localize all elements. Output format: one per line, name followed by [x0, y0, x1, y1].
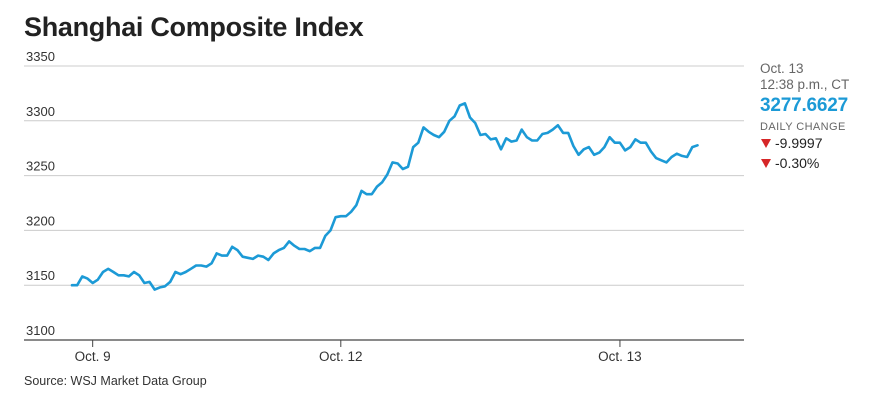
change-percent: -0.30%: [775, 155, 820, 171]
down-triangle-icon: [761, 158, 771, 168]
change-points: -9.9997: [775, 135, 823, 151]
index-line-series: [70, 102, 699, 291]
down-triangle-icon: [761, 138, 771, 148]
y-tick-label: 3100: [26, 323, 55, 338]
y-tick-label: 3200: [26, 213, 55, 228]
y-tick-label: 3250: [26, 159, 55, 174]
quote-time: 12:38 p.m., CT: [760, 77, 850, 92]
y-tick-label: 3300: [26, 104, 55, 119]
y-tick-label: 3150: [26, 268, 55, 283]
change-points-row: -9.9997: [760, 133, 880, 153]
quote-value: 3277.6627: [760, 95, 849, 116]
x-tick-label: Oct. 12: [319, 349, 363, 364]
quote-date: Oct. 13: [760, 61, 804, 76]
x-tick-label: Oct. 9: [75, 349, 111, 364]
change-percent-row: -0.30%: [760, 153, 880, 173]
daily-change-label: DAILY CHANGE: [760, 121, 846, 133]
source-note: Source: WSJ Market Data Group: [24, 374, 207, 388]
chart-title: Shanghai Composite Index: [24, 12, 364, 42]
x-axis: Oct. 9 Oct. 12 Oct. 13: [75, 340, 642, 364]
y-tick-label: 3350: [26, 49, 55, 64]
latest-quote-panel: Oct. 13 12:38 p.m., CT 3277.6627 DAILY C…: [760, 61, 880, 173]
y-axis-labels: 3100 3150 3200 3250 3300 3350: [26, 49, 55, 338]
x-tick-label: Oct. 13: [598, 349, 642, 364]
grid-lines: [24, 65, 744, 341]
